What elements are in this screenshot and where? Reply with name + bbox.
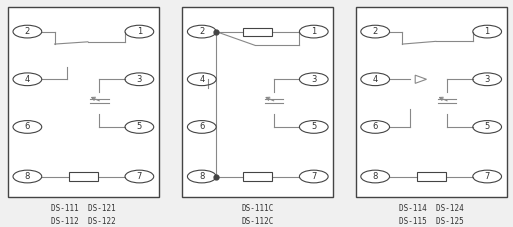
Text: 8: 8 xyxy=(199,172,205,181)
Text: 2: 2 xyxy=(199,27,204,36)
Text: 6: 6 xyxy=(372,122,378,131)
Text: 1: 1 xyxy=(311,27,317,36)
Bar xyxy=(356,7,507,197)
Bar xyxy=(243,173,272,181)
Text: 7: 7 xyxy=(484,172,490,181)
Bar xyxy=(69,173,98,181)
Text: 3: 3 xyxy=(136,75,142,84)
Text: 6: 6 xyxy=(25,122,30,131)
Text: 3: 3 xyxy=(311,75,317,84)
Text: 2: 2 xyxy=(25,27,30,36)
Text: 4: 4 xyxy=(25,75,30,84)
Text: 1: 1 xyxy=(485,27,490,36)
Bar xyxy=(8,7,159,197)
Text: DS-111C
DS-112C
DS-113C: DS-111C DS-112C DS-113C xyxy=(241,204,274,227)
Text: 2: 2 xyxy=(372,27,378,36)
Text: DS-114  DS-124
DS-115  DS-125
DS-116  DS-126: DS-114 DS-124 DS-115 DS-125 DS-116 DS-12… xyxy=(399,204,463,227)
Text: 6: 6 xyxy=(199,122,205,131)
Text: 1: 1 xyxy=(137,27,142,36)
Text: 8: 8 xyxy=(372,172,378,181)
Bar xyxy=(417,173,446,181)
Bar xyxy=(182,7,333,197)
Text: 7: 7 xyxy=(311,172,317,181)
Text: 4: 4 xyxy=(199,75,204,84)
Text: 7: 7 xyxy=(136,172,142,181)
Text: 4: 4 xyxy=(372,75,378,84)
Bar xyxy=(243,27,272,36)
Text: DS-111  DS-121
DS-112  DS-122
DS-113  DS-123: DS-111 DS-121 DS-112 DS-122 DS-113 DS-12… xyxy=(51,204,116,227)
Text: 5: 5 xyxy=(311,122,317,131)
Text: 8: 8 xyxy=(25,172,30,181)
Text: 3: 3 xyxy=(484,75,490,84)
Text: 5: 5 xyxy=(485,122,490,131)
Text: 5: 5 xyxy=(137,122,142,131)
